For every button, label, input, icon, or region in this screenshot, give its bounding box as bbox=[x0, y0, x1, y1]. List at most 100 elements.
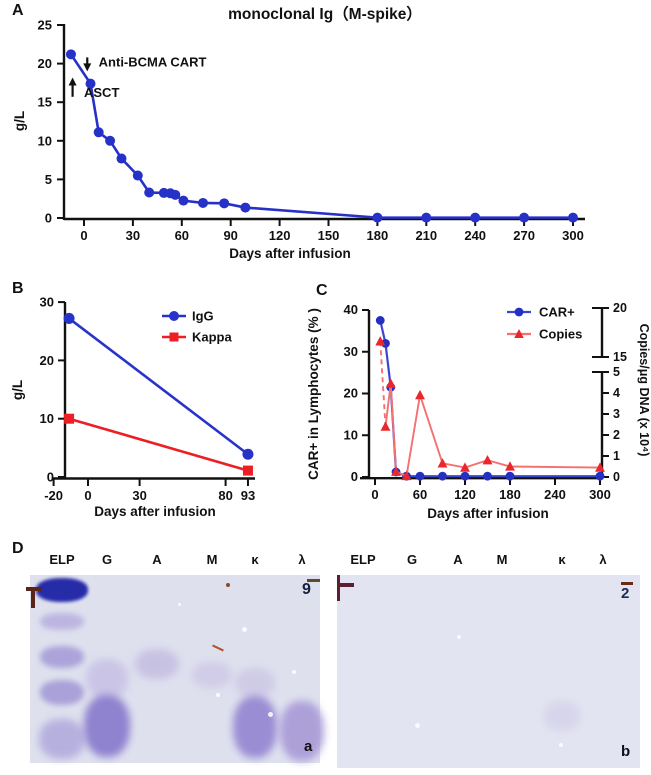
arrow-icon bbox=[68, 77, 77, 97]
legend-item-Copies: Copies bbox=[507, 327, 582, 342]
series-mspike bbox=[65, 49, 578, 223]
pen-mark-tee bbox=[31, 587, 35, 608]
dust-speck bbox=[292, 670, 296, 674]
x-tick-label: 0 bbox=[371, 487, 378, 502]
y-tick-label: 0 bbox=[351, 469, 358, 484]
right-tick-label: 0 bbox=[613, 470, 620, 484]
legend-label: IgG bbox=[192, 309, 214, 324]
data-point bbox=[385, 378, 396, 388]
data-point bbox=[595, 471, 605, 481]
gel-band bbox=[544, 701, 580, 731]
data-point bbox=[460, 471, 470, 481]
lane-label-λ: λ bbox=[298, 552, 306, 567]
legend-label: CAR+ bbox=[539, 305, 575, 320]
y-tick-label: 40 bbox=[344, 302, 358, 317]
dust-speck bbox=[216, 693, 220, 697]
lane-label-κ: κ bbox=[251, 552, 259, 567]
lane-label-κ: κ bbox=[558, 552, 566, 567]
data-point bbox=[64, 413, 75, 424]
data-point bbox=[415, 471, 425, 481]
x-tick-label: 30 bbox=[126, 228, 140, 243]
right-tick-label: 20 bbox=[613, 301, 627, 315]
x-tick-label: 270 bbox=[513, 228, 535, 243]
data-point bbox=[219, 198, 230, 209]
y-tick-label: 30 bbox=[344, 344, 358, 359]
data-point bbox=[85, 78, 96, 89]
y-tick-label: 10 bbox=[40, 411, 54, 426]
data-point bbox=[470, 212, 481, 223]
lane-label-G: G bbox=[101, 552, 113, 567]
x-tick-label: 0 bbox=[80, 228, 87, 243]
data-point bbox=[505, 471, 515, 481]
x-tick-label: 300 bbox=[589, 487, 611, 502]
data-point bbox=[514, 329, 524, 338]
data-point bbox=[372, 212, 383, 223]
gel-panel-tag: a bbox=[304, 738, 313, 755]
data-point bbox=[438, 471, 447, 481]
gel-band bbox=[135, 649, 179, 679]
data-point bbox=[170, 189, 181, 200]
data-point bbox=[144, 187, 155, 198]
data-point bbox=[240, 202, 251, 213]
y-axis-right-label: Copies/μg DNA (x 10⁴) bbox=[637, 324, 651, 457]
x-tick-label: 180 bbox=[367, 228, 389, 243]
scratch-mark bbox=[212, 644, 224, 652]
data-point bbox=[380, 421, 391, 431]
y-tick-label: 5 bbox=[45, 172, 52, 187]
right-tick-label: 3 bbox=[613, 407, 620, 421]
data-point bbox=[116, 153, 127, 164]
right-tick-label: 1 bbox=[613, 449, 620, 463]
data-point bbox=[197, 197, 208, 208]
data-point bbox=[421, 212, 432, 223]
x-tick-label: 60 bbox=[413, 487, 427, 502]
panel-label-c: C bbox=[316, 282, 328, 299]
x-tick-label: 90 bbox=[223, 228, 237, 243]
data-point bbox=[505, 461, 515, 471]
lane-label-λ: λ bbox=[599, 552, 607, 567]
data-point bbox=[169, 311, 179, 321]
gel-band bbox=[36, 578, 88, 602]
lane-label-M: M bbox=[206, 552, 218, 567]
y-axis-left-label: CAR+ in Lymphocytes (% ) bbox=[306, 308, 321, 480]
x-tick-label: 93 bbox=[241, 488, 255, 503]
panel-label-d: D bbox=[12, 540, 24, 557]
dust-speck bbox=[457, 635, 461, 639]
data-point bbox=[381, 339, 390, 348]
dust-speck bbox=[415, 723, 420, 728]
data-point bbox=[132, 170, 143, 181]
y-tick-label: 20 bbox=[38, 56, 52, 71]
speck-mark bbox=[226, 583, 230, 587]
x-tick-label: 240 bbox=[464, 228, 486, 243]
x-tick-label: 0 bbox=[84, 488, 91, 503]
y-tick-label: 20 bbox=[344, 386, 358, 401]
data-point bbox=[437, 458, 448, 468]
data-point bbox=[169, 332, 179, 342]
data-point bbox=[401, 470, 412, 481]
pen-mark-tee bbox=[337, 583, 354, 587]
data-point bbox=[63, 312, 75, 324]
data-point bbox=[415, 389, 425, 400]
y-tick-label: 10 bbox=[38, 133, 52, 148]
lane-label-A: A bbox=[453, 552, 463, 567]
gel-band bbox=[40, 646, 84, 668]
lane-label-G: G bbox=[406, 552, 418, 567]
y-tick-label: 10 bbox=[344, 427, 358, 442]
dust-speck bbox=[268, 712, 273, 717]
axes-b: -20 0 30 80 93 0 10 20 30 bbox=[40, 295, 256, 503]
data-point bbox=[568, 212, 578, 223]
right-tick-label: 5 bbox=[613, 365, 620, 379]
data-point bbox=[519, 212, 530, 223]
legend-label: Copies bbox=[539, 327, 582, 342]
x-tick-label: 300 bbox=[562, 228, 584, 243]
y-tick-label: 30 bbox=[40, 295, 54, 310]
data-point bbox=[93, 127, 104, 138]
lane-label-M: M bbox=[496, 552, 508, 567]
gel-band bbox=[40, 680, 84, 705]
dust-speck bbox=[559, 743, 563, 747]
pen-mark-number: 9 bbox=[302, 581, 311, 598]
lane-label-ELP: ELP bbox=[350, 552, 376, 567]
x-tick-label: 80 bbox=[218, 488, 232, 503]
x-tick-label: 180 bbox=[499, 487, 521, 502]
